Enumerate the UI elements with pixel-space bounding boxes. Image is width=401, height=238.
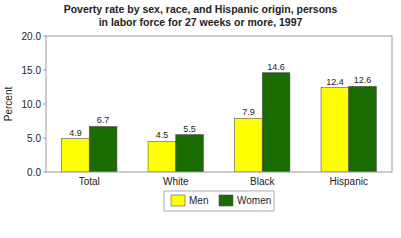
x-tick-label: Hispanic — [330, 176, 368, 187]
legend: Men Women — [164, 191, 274, 211]
bar — [176, 135, 204, 172]
bar — [89, 126, 117, 172]
bar — [235, 118, 263, 172]
x-axis: Total White Black Hispanic — [79, 176, 368, 187]
x-tick-label: Total — [79, 176, 100, 187]
title: Poverty rate by sex, race, and Hispanic … — [64, 3, 338, 28]
legend-swatch — [219, 195, 233, 206]
data-label: 4.9 — [69, 128, 82, 138]
bar — [321, 88, 349, 172]
title-line: Poverty rate by sex, race, and Hispanic … — [64, 3, 338, 15]
bar — [148, 141, 176, 172]
bars — [62, 73, 377, 172]
legend-label: Men — [189, 195, 208, 206]
y-tick-label: 10.0 — [22, 99, 42, 110]
y-axis-label: Percent — [3, 87, 14, 122]
legend-label: Women — [237, 195, 271, 206]
page: {"chart_data": {"type": "bar", "title": … — [0, 0, 401, 238]
legend-swatch — [171, 195, 185, 206]
chart-svg: Poverty rate by sex, race, and Hispanic … — [0, 0, 401, 238]
chart-container: Poverty rate by sex, race, and Hispanic … — [0, 0, 401, 238]
bar — [349, 86, 377, 172]
data-label: 5.5 — [183, 124, 196, 134]
data-label: 14.6 — [267, 62, 285, 72]
y-tick-label: 20.0 — [22, 31, 42, 42]
data-label: 12.6 — [354, 75, 372, 85]
data-label: 12.4 — [326, 77, 344, 87]
bar — [262, 73, 290, 172]
y-axis: 0.0 5.0 10.0 15.0 20.0 — [22, 31, 46, 178]
x-tick-label: White — [163, 176, 189, 187]
bar — [62, 139, 90, 172]
background — [0, 0, 401, 238]
y-tick-label: 0.0 — [27, 167, 41, 178]
data-label: 7.9 — [242, 107, 255, 117]
title-line: in labor force for 27 weeks or more, 199… — [99, 16, 303, 28]
data-label: 4.5 — [156, 130, 169, 140]
data-label: 6.7 — [97, 115, 110, 125]
x-tick-label: Black — [250, 176, 275, 187]
data-labels: 4.9 4.5 7.9 12.4 6.7 5.5 14.6 12.6 — [69, 62, 371, 141]
plot-frame — [46, 36, 392, 172]
y-tick-label: 15.0 — [22, 65, 42, 76]
legend-frame — [164, 191, 274, 211]
y-tick-label: 5.0 — [27, 133, 41, 144]
